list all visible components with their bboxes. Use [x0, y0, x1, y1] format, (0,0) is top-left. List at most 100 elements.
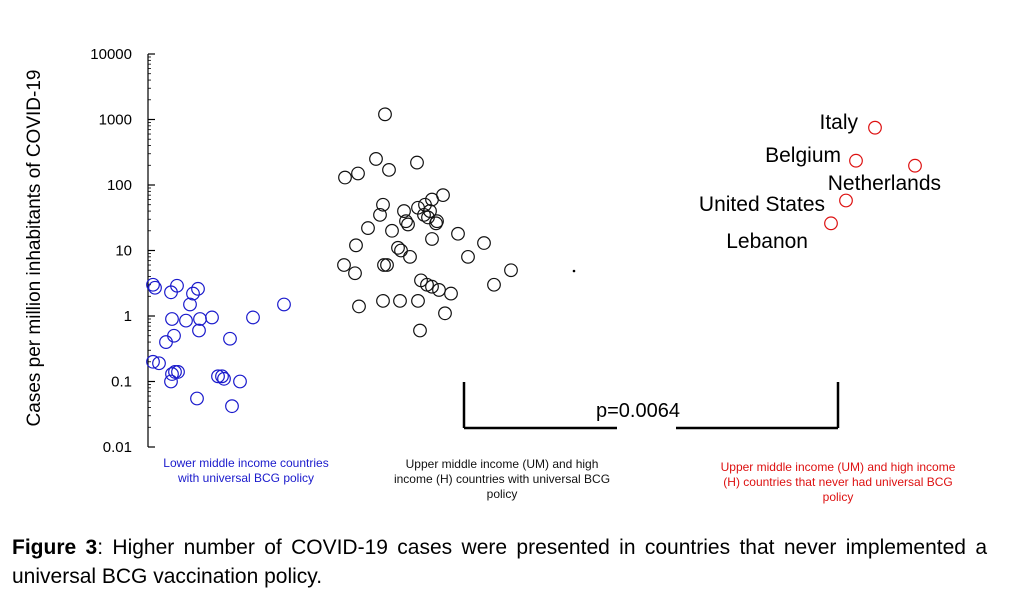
data-point	[233, 374, 247, 389]
stray-dot	[572, 269, 576, 273]
data-point	[369, 152, 383, 166]
data-point	[146, 277, 160, 292]
data-point	[868, 120, 882, 135]
country-label: Belgium	[765, 144, 841, 167]
data-point	[190, 391, 204, 406]
group-label-line: Lower middle income countries	[163, 456, 328, 470]
figure-caption: Figure 3: Higher number of COVID-19 case…	[12, 533, 987, 591]
data-point	[444, 286, 458, 301]
data-point	[417, 207, 431, 222]
data-point	[382, 163, 396, 177]
data-point	[349, 238, 363, 253]
data-point	[165, 312, 179, 326]
data-point	[908, 158, 922, 173]
data-point	[215, 369, 229, 384]
data-point	[849, 153, 863, 168]
data-point	[217, 371, 231, 386]
data-point	[397, 204, 411, 218]
data-point	[171, 365, 185, 379]
y-tick-label: 1	[124, 308, 132, 325]
data-point	[413, 323, 427, 338]
data-point	[168, 365, 182, 379]
country-label: Italy	[819, 111, 858, 134]
group-label-line: with universal BCG policy	[177, 471, 314, 485]
y-tick-label: 0.1	[111, 374, 132, 391]
y-axis: 0.01 0.1 1 10 100 1000 10000	[90, 46, 155, 456]
data-point	[504, 263, 518, 278]
data-point	[401, 217, 415, 232]
data-point	[410, 155, 424, 170]
data-point	[223, 331, 237, 346]
significance-bracket: p=0.0064	[462, 382, 840, 430]
caption-text: : Higher number of COVID-19 cases were p…	[12, 536, 987, 588]
group-label-line: policy	[487, 487, 518, 501]
data-point	[432, 283, 446, 297]
data-point	[146, 354, 160, 369]
data-point	[430, 214, 444, 229]
data-point	[425, 279, 439, 294]
data-point	[487, 277, 501, 292]
data-point	[193, 312, 207, 326]
data-point	[337, 258, 351, 272]
data-point	[179, 313, 193, 328]
y-tick-label: 10000	[90, 46, 132, 63]
data-point	[164, 374, 178, 389]
data-point	[824, 216, 838, 231]
data-point	[186, 286, 200, 301]
data-point	[461, 249, 475, 264]
data-point	[839, 193, 853, 208]
data-point	[246, 310, 260, 325]
data-point	[425, 192, 439, 207]
data-point	[376, 294, 390, 308]
data-point	[377, 258, 391, 272]
y-tick-label: 0.01	[103, 439, 132, 456]
data-point	[451, 226, 465, 241]
group-label-line: policy	[823, 490, 854, 504]
data-point	[361, 221, 375, 235]
data-point	[170, 278, 184, 293]
p-value-label: p=0.0064	[596, 400, 680, 422]
data-point	[373, 207, 387, 222]
data-point	[391, 240, 405, 255]
data-point	[277, 297, 291, 312]
country-label: United States	[699, 193, 825, 216]
group-label-line: Upper middle income (UM) and high	[406, 457, 599, 471]
data-point	[376, 197, 390, 212]
data-point	[351, 166, 365, 181]
data-point	[167, 328, 181, 343]
data-point	[152, 356, 166, 371]
data-point	[438, 306, 452, 321]
y-tick-label: 100	[107, 177, 132, 194]
data-point	[165, 367, 179, 381]
data-point	[192, 323, 206, 338]
country-label: Netherlands	[828, 172, 941, 195]
data-point	[338, 170, 352, 185]
y-tick-label: 1000	[99, 112, 132, 129]
figure-label: Figure 3	[12, 536, 98, 559]
data-point	[211, 369, 225, 384]
data-point	[425, 232, 439, 246]
data-point	[477, 236, 491, 250]
data-point	[378, 107, 392, 122]
scatter-chart: 0.01 0.1 1 10 100 1000 10000 Cases per million…	[24, 46, 956, 504]
group-label-line: (H) countries that never had universal B…	[723, 475, 952, 489]
data-point	[403, 249, 417, 264]
data-point	[225, 399, 239, 414]
data-point	[394, 243, 408, 258]
data-points	[146, 107, 922, 414]
y-tick-label: 10	[115, 243, 132, 260]
data-point	[399, 214, 413, 229]
data-point	[191, 281, 205, 296]
group-label-line: income (H) countries with universal BCG	[394, 472, 610, 486]
data-point	[159, 335, 173, 349]
data-point	[393, 294, 407, 308]
data-point	[429, 216, 443, 231]
data-point	[385, 223, 399, 238]
y-axis-label: Cases per million inhabitants of COVID-1…	[24, 70, 45, 427]
country-label: Lebanon	[726, 230, 808, 253]
data-point	[380, 258, 394, 272]
data-point	[183, 297, 197, 312]
data-point	[205, 310, 219, 325]
